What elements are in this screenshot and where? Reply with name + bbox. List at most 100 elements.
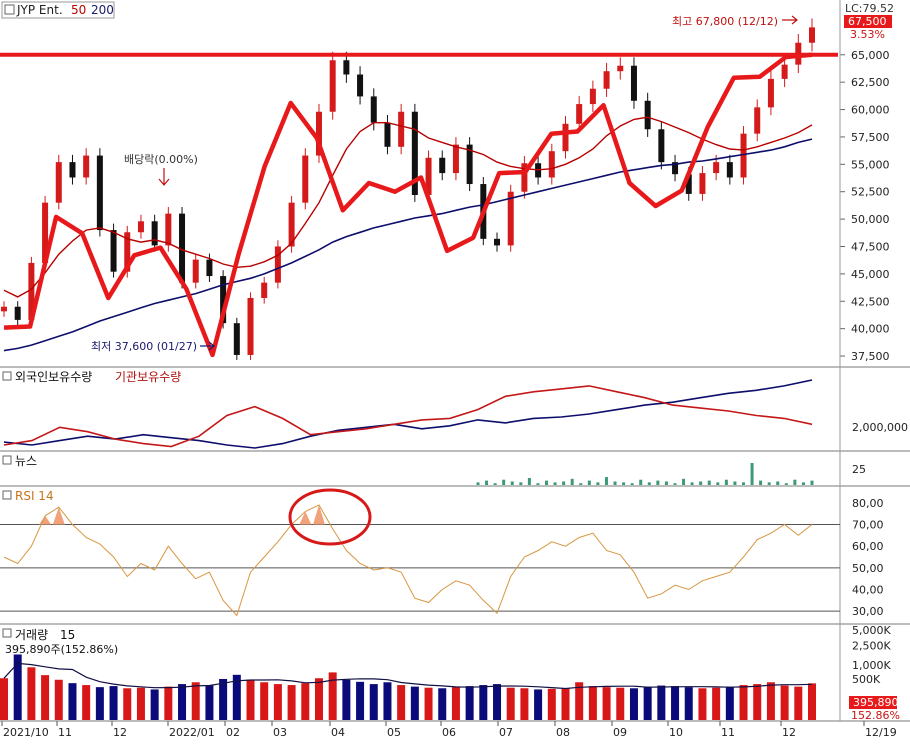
volume-bar[interactable] [27, 667, 36, 720]
candle-body[interactable] [452, 144, 459, 174]
candle-body[interactable] [398, 111, 405, 147]
candle-body[interactable] [507, 191, 514, 246]
news-bar[interactable] [545, 480, 549, 485]
volume-bar[interactable] [739, 685, 748, 720]
volume-bar[interactable] [356, 681, 365, 720]
candle-body[interactable] [302, 155, 309, 203]
news-bar[interactable] [622, 482, 626, 485]
candle-body[interactable] [1, 306, 7, 312]
news-bar[interactable] [587, 480, 591, 485]
news-bar[interactable] [673, 483, 677, 485]
volume-bar[interactable] [301, 683, 310, 720]
volume-bar[interactable] [424, 687, 433, 720]
volume-bar[interactable] [0, 678, 8, 720]
volume-bar[interactable] [465, 686, 474, 720]
news-bar[interactable] [613, 481, 617, 485]
volume-bar[interactable] [451, 687, 460, 720]
volume-bar[interactable] [602, 687, 611, 720]
news-bar[interactable] [664, 481, 668, 485]
candle-body[interactable] [411, 111, 418, 196]
candle-body[interactable] [206, 259, 213, 277]
news-bar[interactable] [801, 482, 805, 485]
volume-bar[interactable] [178, 684, 187, 720]
candle-body[interactable] [69, 162, 76, 178]
volume-bar[interactable] [82, 685, 91, 720]
volume-bar[interactable] [246, 679, 255, 720]
volume-bar[interactable] [41, 675, 50, 720]
volume-bar[interactable] [588, 686, 597, 720]
news-bar[interactable] [699, 481, 703, 485]
news-bar[interactable] [527, 477, 531, 485]
volume-bar[interactable] [629, 688, 638, 720]
news-bar[interactable] [536, 483, 540, 485]
candle-body[interactable] [179, 213, 186, 283]
news-bar[interactable] [493, 483, 497, 485]
candle-body[interactable] [370, 96, 377, 123]
candle-body[interactable] [315, 111, 322, 156]
candle-body[interactable] [767, 78, 774, 108]
volume-bar[interactable] [753, 684, 762, 720]
candle-body[interactable] [137, 221, 144, 233]
candle-body[interactable] [274, 246, 281, 283]
news-bar[interactable] [707, 480, 711, 485]
candle-body[interactable] [247, 297, 254, 355]
candle-body[interactable] [672, 162, 679, 175]
candle-body[interactable] [124, 232, 131, 272]
news-bar[interactable] [604, 477, 608, 485]
news-bar[interactable] [741, 482, 745, 485]
news-bar[interactable] [793, 479, 797, 485]
candle-body[interactable] [425, 157, 432, 196]
volume-bar[interactable] [68, 683, 77, 720]
volume-bar[interactable] [643, 686, 652, 720]
candle-body[interactable] [261, 282, 268, 298]
volume-bar[interactable] [561, 688, 570, 720]
news-bar[interactable] [733, 481, 737, 485]
volume-bar[interactable] [808, 683, 816, 720]
candle-body[interactable] [740, 133, 747, 178]
volume-bar[interactable] [95, 687, 104, 720]
candle-body[interactable] [55, 162, 62, 203]
volume-bar[interactable] [123, 688, 132, 720]
volume-bar[interactable] [520, 688, 529, 720]
volume-bar[interactable] [780, 685, 789, 720]
candle-body[interactable] [343, 60, 350, 75]
volume-bar[interactable] [766, 682, 775, 720]
volume-bar[interactable] [369, 684, 378, 720]
news-bar[interactable] [784, 483, 788, 485]
candle-body[interactable] [151, 221, 158, 246]
volume-bar[interactable] [479, 685, 488, 720]
panel-settings-icon[interactable] [2, 628, 12, 638]
news-bar[interactable] [724, 479, 728, 485]
volume-bar[interactable] [109, 686, 118, 720]
news-bar[interactable] [810, 480, 814, 485]
candle-body[interactable] [603, 71, 610, 89]
news-bar[interactable] [647, 482, 651, 485]
news-bar[interactable] [476, 482, 480, 485]
volume-bar[interactable] [150, 689, 159, 720]
candle-body[interactable] [83, 155, 90, 178]
volume-bar[interactable] [232, 674, 241, 720]
candle-body[interactable] [617, 65, 624, 72]
news-bar[interactable] [767, 482, 771, 485]
candle-body[interactable] [110, 230, 117, 272]
news-bar[interactable] [682, 478, 686, 485]
news-bar[interactable] [553, 482, 557, 485]
volume-bar[interactable] [13, 654, 22, 720]
candle-body[interactable] [439, 157, 446, 174]
volume-bar[interactable] [684, 687, 693, 720]
volume-bar[interactable] [136, 687, 145, 720]
volume-bar[interactable] [616, 687, 625, 720]
panel-settings-icon[interactable] [2, 455, 12, 465]
volume-bar[interactable] [205, 685, 214, 720]
candle-body[interactable] [548, 151, 555, 178]
panel-settings-icon[interactable] [2, 371, 12, 381]
news-bar[interactable] [510, 481, 514, 485]
volume-bar[interactable] [287, 685, 296, 720]
candle-body[interactable] [192, 259, 199, 283]
news-bar[interactable] [776, 481, 780, 485]
volume-bar[interactable] [191, 682, 200, 720]
candle-body[interactable] [644, 100, 651, 130]
candle-body[interactable] [754, 107, 761, 134]
volume-bar[interactable] [54, 679, 63, 720]
candle-body[interactable] [809, 27, 815, 43]
